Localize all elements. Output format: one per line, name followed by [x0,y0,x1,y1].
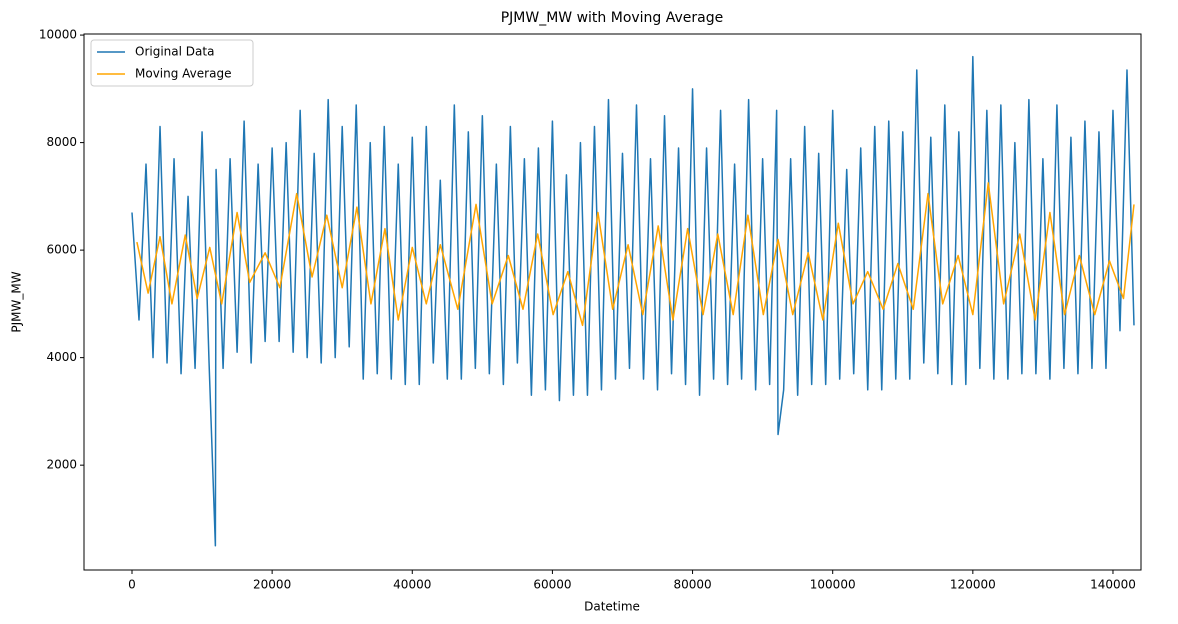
legend-box [90,39,254,87]
y-tick-label: 10000 [39,28,77,42]
x-tick-label: 20000 [253,578,291,592]
x-tick-label: 140000 [1090,578,1136,592]
chart-title: PJMW_MW with Moving Average [501,10,724,26]
x-tick-label: 0 [128,578,136,592]
x-axis-label: Datetime [584,600,640,614]
legend-label: Moving Average [135,67,231,81]
x-tick-label: 80000 [673,578,711,592]
y-tick-label: 6000 [46,243,77,257]
y-tick-label: 8000 [46,135,77,149]
plot-frame [83,33,1142,571]
y-tick-label: 2000 [46,458,77,472]
x-tick-label: 40000 [393,578,431,592]
y-tick-label: 4000 [46,350,77,364]
x-tick-label: 120000 [950,578,996,592]
data-line [131,55,1135,547]
x-tick-label: 60000 [533,578,571,592]
data-line [136,182,1135,327]
y-axis-label: PJMW_MW [10,271,24,332]
x-tick-label: 100000 [810,578,856,592]
legend-label: Original Data [135,45,214,59]
